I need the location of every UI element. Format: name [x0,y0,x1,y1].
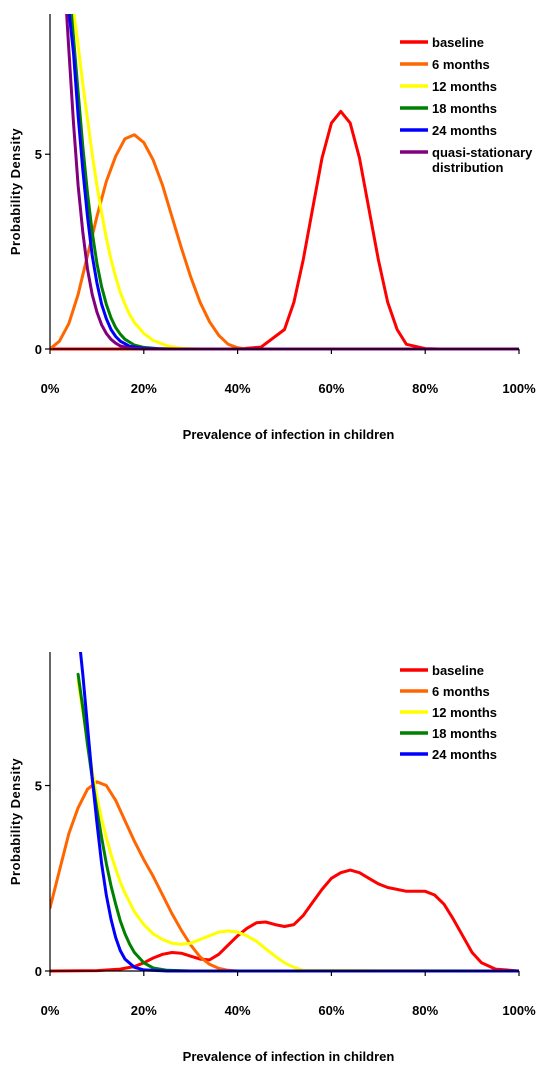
x-axis-title: Prevalence of infection in children [183,1049,395,1064]
legend-label: distribution [432,160,504,175]
y-tick-label: 5 [35,147,42,162]
legend-label: 6 months [432,684,490,699]
y-axis-title: Probability Density [8,128,23,256]
legend-label: baseline [432,663,484,678]
x-tick-label: 40% [225,1003,251,1018]
y-tick-label: 0 [35,964,42,979]
x-tick-label: 60% [318,1003,344,1018]
series-line-0 [50,109,519,351]
x-axis-title: Prevalence of infection in children [183,427,395,442]
y-tick-label: 5 [35,779,42,794]
prevalence-chart-top: 0% 20% 40% 60% 80% 100% 0 5 Prevalence of infect… [8,14,536,442]
series-lines [50,14,519,351]
y-axis-title: Probability Density [8,758,23,886]
legend: baseline 6 months 12 months 18 months 24 mon… [400,35,533,175]
legend-label: 18 months [432,101,497,116]
series-line-4 [79,652,519,973]
x-tick-label: 100% [502,1003,536,1018]
legend-label: 6 months [432,57,490,72]
series-line-1 [50,133,249,351]
legend-label: 24 months [432,123,497,138]
prevalence-chart-bottom: 0% 20% 40% 60% 80% 100% 0 5 Prevalence of infect… [8,652,536,1064]
series-line-2 [76,680,519,973]
series-lines [50,652,519,973]
legend-label: 12 months [432,705,497,720]
x-tick-label: 80% [412,1003,438,1018]
x-tick-label: 20% [131,1003,157,1018]
x-tick-label: 0% [41,381,60,396]
x-tick-label: 40% [225,381,251,396]
x-tick-label: 80% [412,381,438,396]
legend-label: quasi-stationary [432,145,533,160]
series-line-2 [72,14,519,351]
x-tick-label: 20% [131,381,157,396]
x-tick-label: 60% [318,381,344,396]
legend-label: 12 months [432,79,497,94]
x-tick-label: 0% [41,1003,60,1018]
y-tick-label: 0 [35,342,42,357]
series-line-0 [50,868,519,973]
legend: baseline 6 months 12 months 18 months 24 mon… [400,663,497,762]
legend-label: baseline [432,35,484,50]
legend-label: 24 months [432,747,497,762]
legend-label: 18 months [432,726,497,741]
series-line-1 [50,780,240,973]
x-tick-label: 100% [502,381,536,396]
